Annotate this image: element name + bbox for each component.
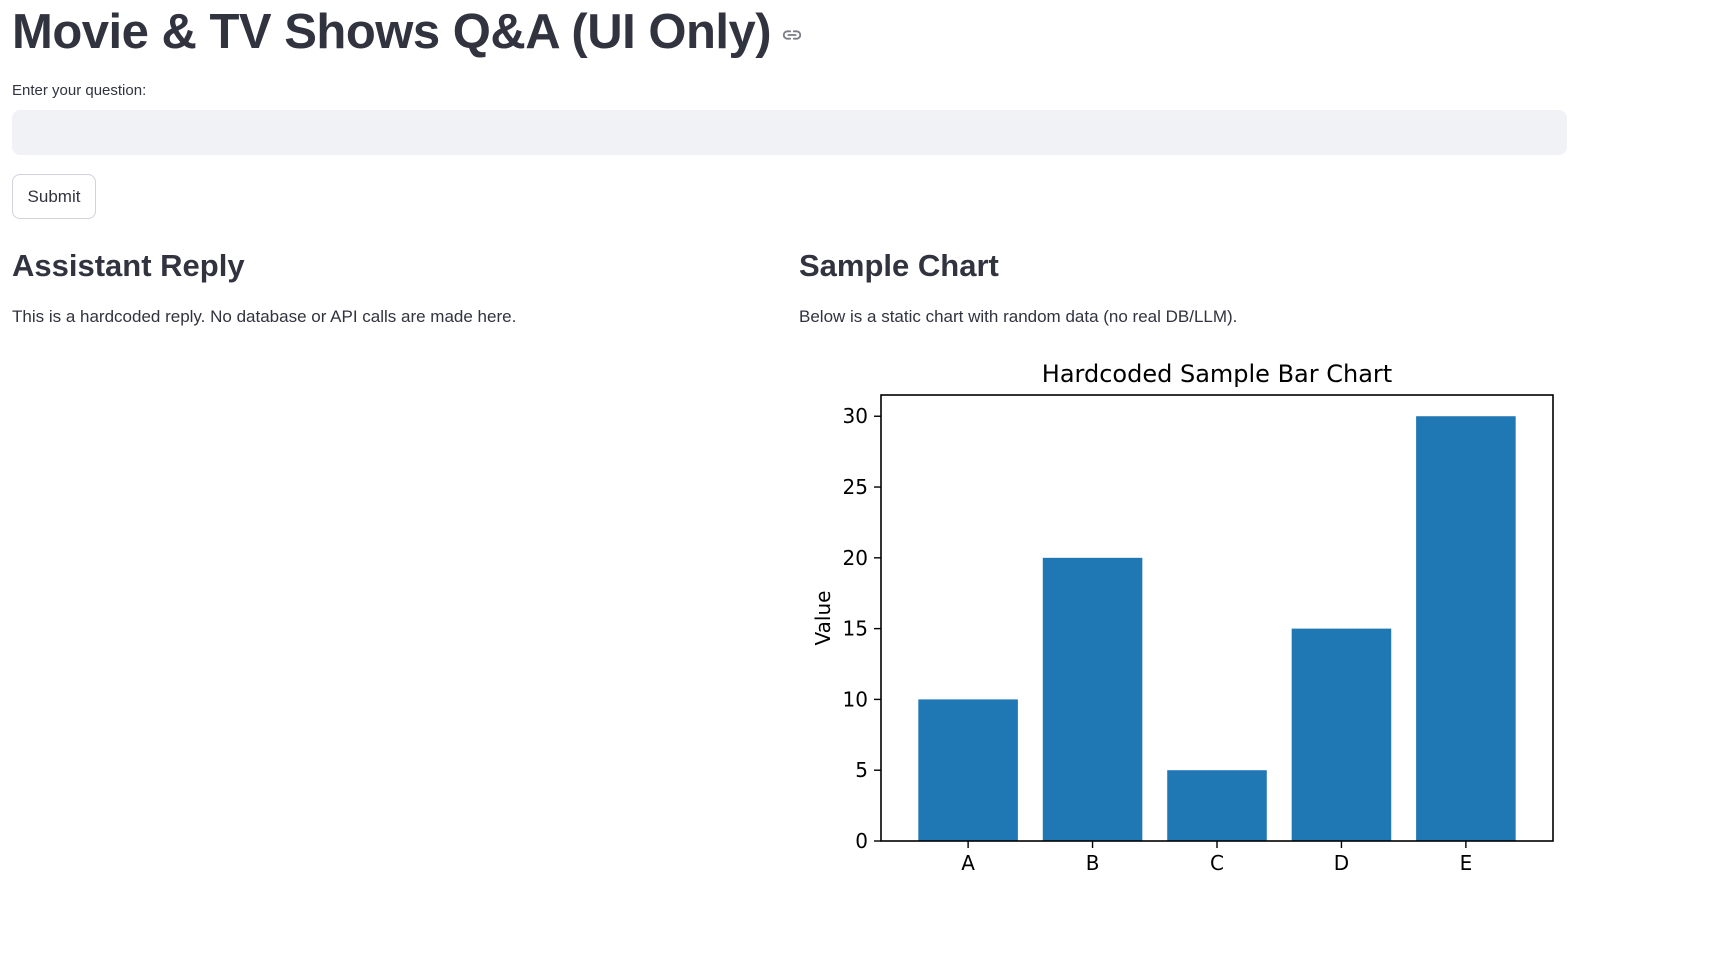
assistant-reply-heading: Assistant Reply (12, 248, 245, 283)
bar-E (1416, 416, 1516, 841)
question-input[interactable] (12, 110, 1567, 155)
question-label: Enter your question: (12, 82, 147, 99)
submit-button[interactable]: Submit (12, 174, 96, 219)
y-tick-label-30: 30 (843, 404, 868, 428)
bar-chart: Hardcoded Sample Bar Chart 0 5 10 15 20 25 30 A B… (811, 360, 1554, 875)
y-tick-label-15: 15 (843, 617, 868, 641)
bar-D (1291, 628, 1392, 841)
y-tick-label-0: 0 (855, 829, 868, 853)
y-axis-label: Value (811, 591, 835, 646)
x-tick-label-B: B (1086, 851, 1100, 875)
sample-chart-text: Below is a static chart with random data… (799, 307, 1238, 326)
chart-title: Hardcoded Sample Bar Chart (1042, 360, 1392, 388)
y-tick-label-25: 25 (843, 475, 868, 499)
y-tick-label-5: 5 (855, 758, 868, 782)
assistant-reply-text: This is a hardcoded reply. No database o… (12, 307, 517, 326)
bar-A (918, 699, 1018, 841)
y-tick-label-20: 20 (843, 546, 868, 570)
page-title: Movie & TV Shows Q&A (UI Only) (12, 5, 772, 59)
x-tick-label-C: C (1210, 851, 1224, 875)
bar-B (1042, 557, 1143, 841)
x-tick-label-E: E (1460, 851, 1473, 875)
link-icon[interactable] (781, 24, 803, 46)
sample-chart-heading: Sample Chart (799, 248, 999, 283)
y-tick-label-10: 10 (843, 687, 868, 711)
title-row: Movie & TV Shows Q&A (UI Only) (12, 2, 803, 62)
bar-C (1167, 770, 1267, 841)
x-tick-label-D: D (1334, 851, 1349, 875)
x-tick-label-A: A (961, 851, 975, 875)
